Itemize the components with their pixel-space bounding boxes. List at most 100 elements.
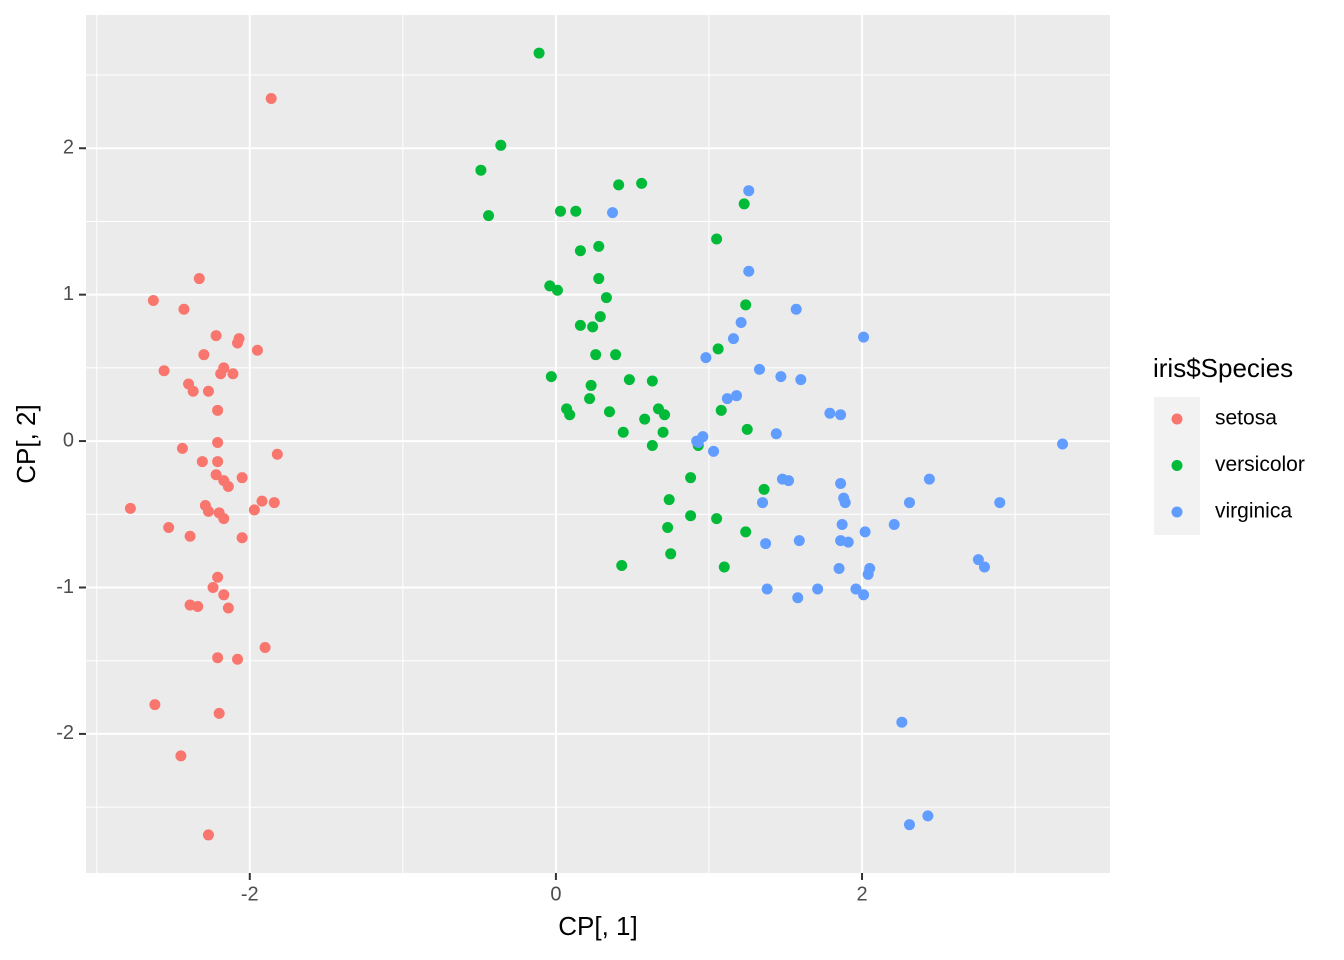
point — [708, 445, 720, 457]
point — [775, 371, 787, 383]
point — [574, 319, 586, 331]
point — [590, 349, 602, 361]
point — [994, 497, 1006, 509]
point — [1057, 438, 1069, 450]
point — [792, 592, 804, 604]
point — [196, 456, 208, 468]
point — [545, 371, 557, 383]
point — [793, 535, 805, 547]
point — [758, 483, 770, 495]
point — [835, 478, 847, 490]
point — [218, 589, 230, 601]
point — [761, 583, 773, 595]
point — [192, 601, 204, 613]
point — [198, 349, 210, 361]
point — [659, 409, 671, 421]
point — [213, 707, 225, 719]
point — [533, 47, 545, 59]
point — [236, 472, 248, 484]
point — [236, 532, 248, 544]
point — [770, 428, 782, 440]
point — [790, 303, 802, 315]
y-tick-label: 1 — [63, 283, 74, 305]
point — [222, 480, 234, 492]
point — [593, 273, 605, 285]
point — [210, 330, 222, 342]
point — [256, 495, 268, 507]
point — [212, 571, 224, 583]
legend-label: setosa — [1215, 407, 1277, 430]
point — [833, 562, 845, 574]
y-tick-label: -1 — [56, 576, 74, 598]
point — [903, 819, 915, 831]
point — [835, 409, 847, 421]
point — [657, 426, 669, 438]
point — [227, 368, 239, 380]
point — [475, 164, 487, 176]
point — [896, 716, 908, 728]
point — [554, 205, 566, 217]
x-axis-title: CP[, 1] — [558, 911, 637, 941]
point — [735, 316, 747, 328]
legend-label: virginica — [1215, 500, 1292, 523]
point — [824, 407, 836, 419]
point — [741, 423, 753, 435]
point — [662, 521, 674, 533]
point — [738, 198, 750, 210]
point — [178, 303, 190, 315]
point — [842, 536, 854, 548]
point — [600, 292, 612, 304]
point — [271, 448, 283, 460]
point — [248, 504, 260, 516]
point — [218, 513, 230, 525]
point — [193, 273, 205, 285]
point — [731, 390, 743, 402]
point — [210, 469, 222, 481]
point — [617, 426, 629, 438]
point — [715, 404, 727, 416]
point — [124, 502, 136, 514]
point — [743, 185, 755, 197]
point — [760, 538, 772, 550]
point — [757, 497, 769, 509]
y-axis-title: CP[, 2] — [11, 404, 41, 483]
x-tick-label: -2 — [241, 883, 259, 905]
legend-key — [1171, 506, 1183, 518]
point — [587, 321, 599, 333]
point — [212, 652, 224, 664]
point — [839, 497, 851, 509]
point — [212, 437, 224, 449]
x-tick-label: 2 — [856, 883, 867, 905]
point — [685, 510, 697, 522]
point — [685, 472, 697, 484]
point — [836, 519, 848, 531]
point — [923, 473, 935, 485]
point — [616, 560, 628, 572]
x-tick-label: 0 — [550, 883, 561, 905]
point — [202, 385, 214, 397]
point — [859, 526, 871, 538]
legend-label: versicolor — [1215, 453, 1305, 476]
legend-key — [1171, 413, 1183, 425]
point — [978, 561, 990, 573]
point — [721, 393, 733, 405]
point — [639, 413, 651, 425]
point — [212, 404, 224, 416]
point — [202, 829, 214, 841]
point — [603, 406, 615, 418]
point — [922, 810, 934, 822]
point — [232, 653, 244, 665]
point — [564, 409, 576, 421]
point — [184, 530, 196, 542]
point — [584, 393, 596, 405]
point — [574, 245, 586, 257]
point — [665, 548, 677, 560]
point — [610, 349, 622, 361]
point — [888, 519, 900, 531]
point — [727, 333, 739, 345]
point — [636, 177, 648, 189]
point — [795, 374, 807, 386]
point — [753, 363, 765, 375]
y-tick-label: 0 — [63, 429, 74, 451]
